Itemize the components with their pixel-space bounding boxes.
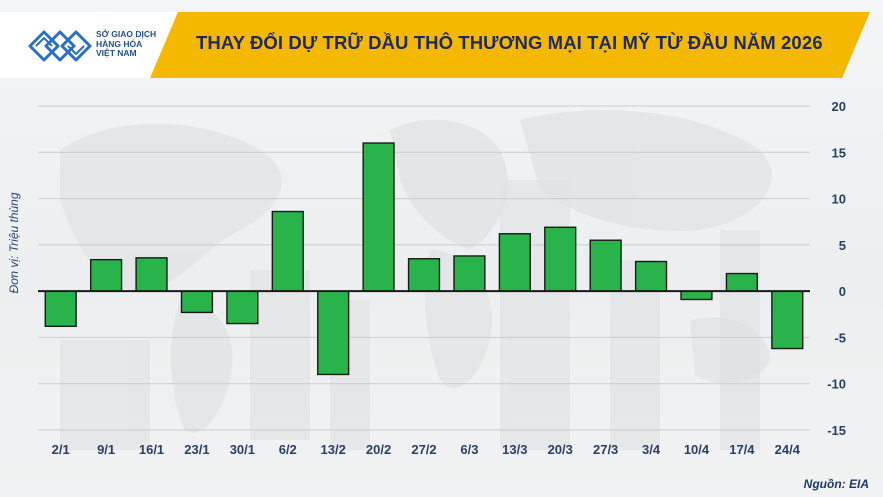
logo-line-3: VIỆT NAM (96, 48, 137, 58)
y-tick-label: -10 (827, 377, 846, 392)
x-tick-label: 6/3 (460, 442, 478, 457)
logo-line-2: HÀNG HÓA (96, 38, 143, 49)
x-tick-label: 23/1 (184, 442, 209, 457)
x-tick-label: 27/2 (411, 442, 436, 457)
bar-17-4 (725, 272, 759, 292)
bar-20-2 (362, 142, 395, 292)
x-tick-label: 27/3 (593, 442, 618, 457)
bar-13-2 (317, 290, 350, 376)
x-tick-label: 2/1 (52, 442, 70, 457)
y-tick-label: 0 (839, 284, 846, 299)
source-note: Nguồn: EIA (803, 477, 869, 491)
bar-30-1 (226, 290, 259, 325)
bar-6-2 (271, 210, 304, 292)
bar-27-3 (589, 239, 622, 292)
x-tick-label: 17/4 (729, 442, 755, 457)
bar-10-4 (680, 290, 713, 301)
x-tick-label: 3/4 (642, 442, 661, 457)
x-tick-label: 9/1 (97, 442, 115, 457)
logo (28, 30, 92, 62)
y-tick-label: -15 (827, 423, 846, 438)
y-tick-label: 10 (832, 192, 846, 207)
x-tick-label: 13/2 (321, 442, 346, 457)
x-tick-label: 10/4 (684, 442, 710, 457)
y-tick-label: -5 (834, 330, 846, 345)
x-tick-label: 20/2 (366, 442, 391, 457)
chart-title: THAY ĐỔI DỰ TRỮ DẦU THÔ THƯƠNG MẠI TẠI M… (196, 32, 823, 53)
logo-line-1: SỞ GIAO DỊCH (96, 29, 157, 39)
bar-20-3 (544, 226, 577, 292)
x-tick-label: 6/2 (279, 442, 297, 457)
y-tick-label: 15 (832, 145, 846, 160)
x-tick-label: 24/4 (775, 442, 801, 457)
bar-2-1 (44, 290, 77, 328)
bar-23-1 (180, 290, 214, 314)
x-tick-label: 20/3 (548, 442, 573, 457)
x-tick-label: 30/1 (230, 442, 255, 457)
x-tick-label: 16/1 (139, 442, 164, 457)
bar-3-4 (634, 260, 668, 292)
bar-9-1 (89, 258, 123, 292)
y-axis-label: Đơn vị: Triệu thùng (7, 192, 21, 294)
x-tick-label: 13/3 (502, 442, 527, 457)
y-tick-label: 5 (839, 238, 846, 253)
bar-27-2 (407, 258, 441, 292)
bar-24-4 (771, 290, 804, 350)
bar-13-3 (498, 233, 531, 292)
bar-16-1 (135, 257, 168, 292)
title-banner-accent (150, 12, 870, 78)
y-tick-label: 20 (832, 99, 846, 114)
logo-text: SỞ GIAO DỊCH HÀNG HÓA VIỆT NAM (96, 29, 186, 59)
bar-6-3 (453, 255, 486, 292)
